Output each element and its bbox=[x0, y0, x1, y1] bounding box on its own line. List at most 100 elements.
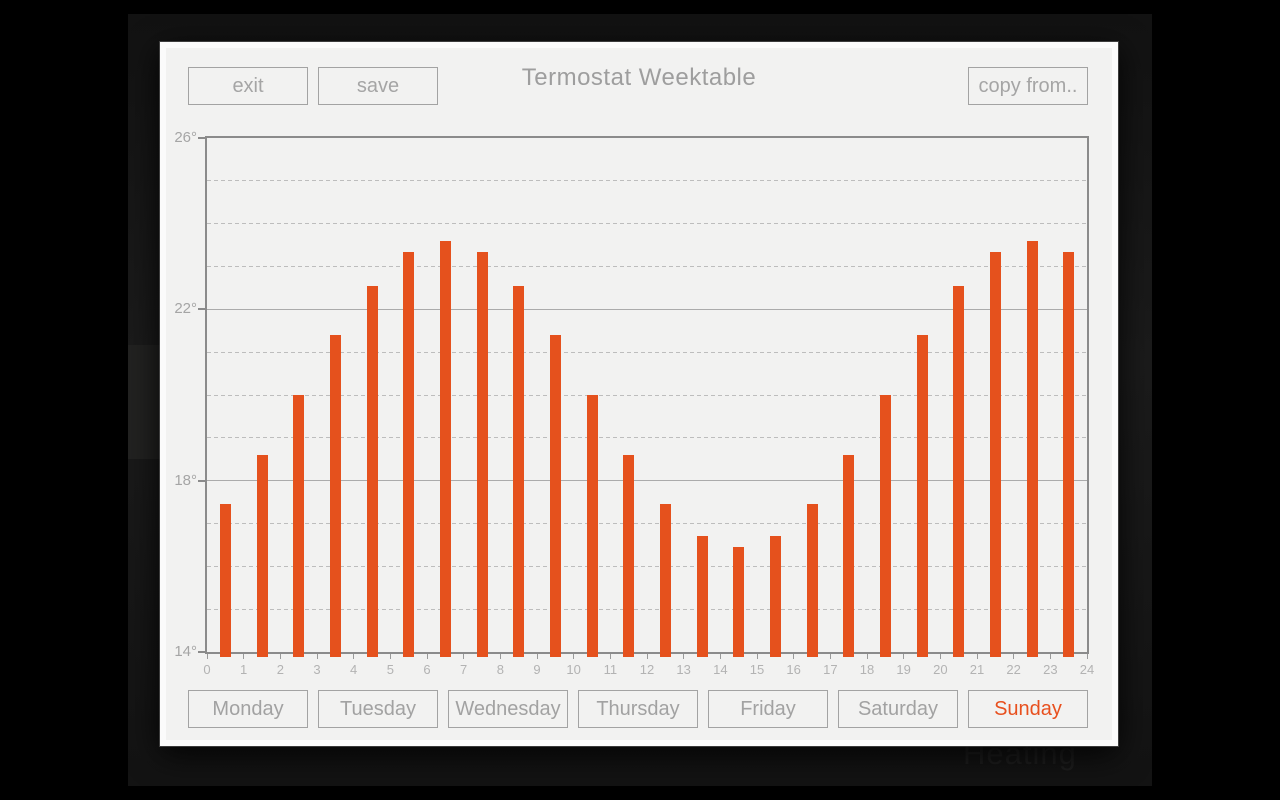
x-axis-tick-4 bbox=[353, 654, 355, 659]
x-axis-tick-15 bbox=[756, 654, 758, 659]
gridline-dashed-21deg bbox=[207, 351, 1087, 353]
temperature-bar-hour-12[interactable] bbox=[659, 504, 671, 657]
gridline-dashed-23deg bbox=[207, 266, 1087, 267]
day-button-wednesday[interactable]: Wednesday bbox=[448, 690, 568, 728]
x-axis-label-7: 7 bbox=[460, 662, 468, 677]
x-axis-label-20: 20 bbox=[933, 662, 948, 677]
x-axis-label-6: 6 bbox=[423, 662, 431, 677]
x-axis-label-11: 11 bbox=[603, 662, 618, 677]
x-axis-tick-3 bbox=[316, 654, 318, 659]
day-button-friday[interactable]: Friday bbox=[708, 690, 828, 728]
y-axis-tick-22 bbox=[198, 308, 207, 311]
y-axis-tick-18 bbox=[198, 479, 207, 482]
x-axis-label-9: 9 bbox=[533, 662, 541, 677]
temperature-bar-hour-0[interactable] bbox=[219, 504, 231, 657]
x-axis-tick-22 bbox=[1013, 654, 1015, 659]
day-button-thursday[interactable]: Thursday bbox=[578, 690, 698, 728]
temperature-bar-hour-13[interactable] bbox=[696, 536, 708, 657]
temperature-bar-hour-22[interactable] bbox=[1026, 240, 1038, 657]
x-axis-tick-12 bbox=[646, 654, 648, 659]
x-axis-tick-20 bbox=[939, 654, 941, 659]
x-axis-tick-8 bbox=[499, 654, 501, 659]
temperature-bar-hour-7[interactable] bbox=[476, 251, 488, 657]
copy-from-button[interactable]: copy from.. bbox=[968, 67, 1088, 105]
x-axis-tick-23 bbox=[1049, 654, 1051, 659]
x-axis-tick-18 bbox=[866, 654, 868, 659]
gridline-dashed-16deg bbox=[207, 565, 1087, 567]
gridline-dashed-20deg bbox=[207, 394, 1087, 396]
y-axis-label-26: 26° bbox=[174, 129, 197, 146]
temperature-bar-hour-1[interactable] bbox=[256, 454, 268, 657]
temperature-bar-hour-20[interactable] bbox=[953, 285, 965, 657]
x-axis-tick-24 bbox=[1086, 654, 1088, 659]
temperature-bar-hour-17[interactable] bbox=[843, 454, 855, 657]
temperature-chart[interactable]: 26° 22° 18° 14° 0 1 2 3 4 5 6 7 8 9 10 11 12 13 14 15 16 17 18… bbox=[174, 129, 1094, 677]
temperature-bar-hour-3[interactable] bbox=[329, 335, 341, 657]
y-axis-tick-14 bbox=[198, 651, 207, 653]
x-axis-tick-1 bbox=[243, 654, 245, 659]
gridline-solid-18deg bbox=[207, 480, 1087, 482]
x-axis-label-16: 16 bbox=[786, 662, 801, 677]
exit-button[interactable]: exit bbox=[188, 67, 308, 105]
x-axis-tick-10 bbox=[573, 654, 575, 659]
x-axis-tick-11 bbox=[609, 654, 611, 659]
x-axis-tick-17 bbox=[829, 654, 831, 659]
x-axis-tick-13 bbox=[683, 654, 685, 659]
gridline-dashed-25deg bbox=[207, 180, 1087, 182]
temperature-bar-hour-18[interactable] bbox=[879, 395, 891, 657]
gridline-dashed-17deg bbox=[207, 523, 1087, 524]
x-axis-label-22: 22 bbox=[1006, 662, 1021, 677]
x-axis-tick-14 bbox=[719, 654, 721, 659]
gridline-solid-22deg bbox=[207, 308, 1087, 310]
x-axis-label-0: 0 bbox=[203, 662, 211, 677]
x-axis-label-23: 23 bbox=[1043, 662, 1058, 677]
weektable-dialog: exit save Termostat Weektable copy from.… bbox=[160, 42, 1118, 746]
dialog-title: Termostat Weektable bbox=[521, 64, 757, 91]
gridline-dashed-24deg bbox=[207, 223, 1087, 225]
save-button[interactable]: save bbox=[318, 67, 438, 105]
temperature-bar-hour-5[interactable] bbox=[403, 251, 415, 657]
x-axis-tick-6 bbox=[426, 654, 428, 659]
day-button-sunday[interactable]: Sunday bbox=[968, 690, 1088, 728]
x-axis-label-21: 21 bbox=[969, 662, 985, 677]
x-axis-tick-5 bbox=[389, 654, 391, 659]
temperature-bar-hour-6[interactable] bbox=[439, 240, 451, 657]
temperature-bar-hour-8[interactable] bbox=[513, 285, 525, 657]
temperature-bar-hour-14[interactable] bbox=[733, 547, 745, 657]
x-axis-label-14: 14 bbox=[713, 662, 728, 677]
x-axis-label-19: 19 bbox=[896, 662, 911, 677]
day-button-saturday[interactable]: Saturday bbox=[838, 690, 958, 728]
temperature-bar-hour-19[interactable] bbox=[916, 335, 928, 657]
temperature-bar-hour-23[interactable] bbox=[1063, 251, 1075, 657]
x-axis-tick-2 bbox=[279, 654, 281, 659]
temperature-bar-hour-2[interactable] bbox=[293, 395, 305, 657]
x-axis-label-5: 5 bbox=[386, 662, 394, 677]
x-axis-label-10: 10 bbox=[566, 662, 581, 677]
x-axis-tick-0 bbox=[206, 654, 208, 659]
x-axis-label-15: 15 bbox=[749, 662, 765, 677]
y-axis-label-22: 22° bbox=[174, 300, 197, 318]
x-axis-label-12: 12 bbox=[639, 662, 655, 677]
day-button-tuesday[interactable]: Tuesday bbox=[318, 690, 438, 728]
day-button-monday[interactable]: Monday bbox=[188, 690, 308, 728]
x-axis-label-17: 17 bbox=[823, 662, 838, 677]
x-axis-tick-21 bbox=[976, 654, 978, 659]
temperature-bar-hour-10[interactable] bbox=[586, 395, 598, 657]
x-axis-label-1: 1 bbox=[240, 662, 248, 677]
temperature-bar-hour-4[interactable] bbox=[366, 285, 378, 657]
x-axis-tick-9 bbox=[536, 654, 538, 659]
x-axis-label-2: 2 bbox=[276, 662, 284, 677]
y-axis-label-18: 18° bbox=[174, 471, 197, 489]
temperature-bar-hour-11[interactable] bbox=[623, 454, 635, 657]
x-axis-tick-16 bbox=[793, 654, 795, 659]
x-axis-label-3: 3 bbox=[313, 662, 321, 677]
temperature-bar-hour-21[interactable] bbox=[989, 251, 1001, 657]
temperature-bar-hour-16[interactable] bbox=[806, 504, 818, 657]
temperature-bar-hour-9[interactable] bbox=[549, 335, 561, 657]
background-highlight-band bbox=[128, 345, 162, 459]
y-axis-tick-26 bbox=[198, 137, 207, 139]
temperature-bar-hour-15[interactable] bbox=[769, 536, 781, 657]
x-axis-label-13: 13 bbox=[676, 662, 691, 677]
gridline-dashed-19deg bbox=[207, 437, 1087, 439]
